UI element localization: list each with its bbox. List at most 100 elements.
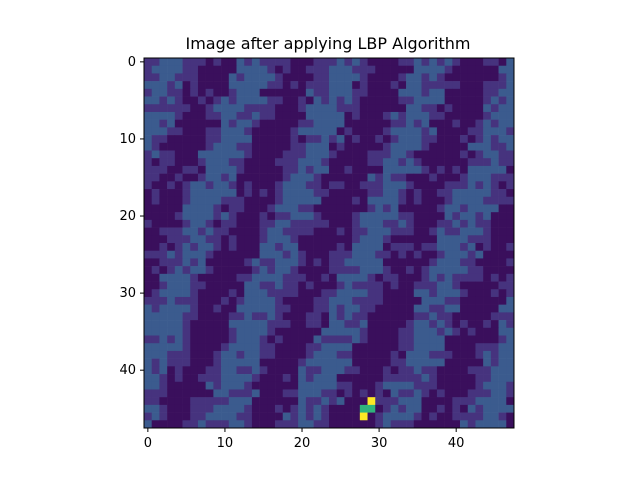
heatmap-cell <box>321 296 330 305</box>
heatmap-cell <box>282 96 291 105</box>
heatmap-cell <box>436 96 445 105</box>
heatmap-cell <box>467 173 476 182</box>
heatmap-cell <box>167 111 176 120</box>
heatmap-cell <box>344 65 353 74</box>
heatmap-cell <box>290 327 299 336</box>
heatmap-cell <box>444 289 453 298</box>
heatmap-cell <box>436 127 445 136</box>
heatmap-cell <box>375 73 384 82</box>
heatmap-cell <box>421 366 430 375</box>
heatmap-cell <box>329 266 338 275</box>
heatmap-cell <box>290 181 299 190</box>
heatmap-cell <box>282 266 291 275</box>
heatmap-cell <box>205 212 214 221</box>
heatmap-cell <box>382 227 391 236</box>
heatmap-cell <box>336 320 345 329</box>
heatmap-cell <box>475 412 484 421</box>
heatmap-cell <box>490 111 499 120</box>
heatmap-cell <box>228 142 237 151</box>
heatmap-cell <box>398 404 407 413</box>
heatmap-cell <box>167 135 176 144</box>
heatmap-cell <box>305 397 314 406</box>
heatmap-cell <box>197 88 206 97</box>
heatmap-cell <box>205 250 214 259</box>
heatmap-cell <box>382 358 391 367</box>
heatmap-cell <box>467 350 476 359</box>
heatmap-cell <box>375 296 384 305</box>
heatmap-cell <box>483 281 492 290</box>
heatmap-cell <box>221 119 230 128</box>
heatmap-cell <box>228 189 237 198</box>
heatmap-cell <box>174 135 183 144</box>
heatmap-cell <box>382 111 391 120</box>
heatmap-cell <box>421 165 430 174</box>
x-tick-label: 10 <box>217 436 234 451</box>
heatmap-cell <box>382 127 391 136</box>
heatmap-cell <box>290 165 299 174</box>
heatmap-cell <box>382 58 391 67</box>
heatmap-cell <box>452 127 461 136</box>
heatmap-cell <box>251 81 260 90</box>
heatmap-cell <box>275 73 284 82</box>
heatmap-cell <box>321 235 330 244</box>
heatmap-cell <box>251 219 260 228</box>
heatmap-cell <box>190 135 199 144</box>
heatmap-cell <box>382 335 391 344</box>
heatmap-cell <box>375 304 384 313</box>
heatmap-cell <box>267 389 276 398</box>
heatmap-cell <box>390 358 399 367</box>
heatmap-cell <box>390 219 399 228</box>
heatmap-cell <box>398 350 407 359</box>
heatmap-cell <box>282 204 291 213</box>
heatmap-cell <box>290 312 299 321</box>
heatmap-cell <box>506 150 515 159</box>
heatmap-cell <box>490 304 499 313</box>
heatmap-cell <box>305 304 314 313</box>
heatmap-cell <box>190 312 199 321</box>
heatmap-cell <box>359 189 368 198</box>
heatmap-cell <box>406 397 415 406</box>
heatmap-cell <box>406 127 415 136</box>
heatmap-cell <box>390 104 399 113</box>
heatmap-cell <box>275 65 284 74</box>
heatmap-cell <box>382 312 391 321</box>
heatmap-cell <box>398 296 407 305</box>
heatmap-cell <box>483 412 492 421</box>
heatmap-cell <box>298 104 307 113</box>
heatmap-cell <box>498 266 507 275</box>
heatmap-cell <box>344 381 353 390</box>
heatmap-cell <box>398 250 407 259</box>
heatmap-cell <box>182 181 191 190</box>
heatmap-cell <box>336 142 345 151</box>
heatmap-cell <box>182 111 191 120</box>
heatmap-cell <box>321 366 330 375</box>
heatmap-cell <box>413 65 422 74</box>
heatmap-cell <box>413 73 422 82</box>
heatmap-cell <box>506 304 515 313</box>
heatmap-cell <box>375 374 384 383</box>
heatmap-cell <box>213 358 222 367</box>
heatmap-cell <box>259 150 268 159</box>
heatmap-cell <box>275 389 284 398</box>
heatmap-cell <box>483 142 492 151</box>
heatmap-cell <box>506 73 515 82</box>
heatmap-cell <box>375 65 384 74</box>
heatmap-cell <box>167 119 176 128</box>
heatmap-cell <box>336 258 345 267</box>
heatmap-cell <box>444 281 453 290</box>
heatmap-cell <box>498 181 507 190</box>
heatmap-cell <box>290 88 299 97</box>
heatmap-cell <box>429 173 438 182</box>
heatmap-cell <box>359 304 368 313</box>
heatmap-cell <box>359 381 368 390</box>
heatmap-cell <box>452 366 461 375</box>
heatmap-cell <box>436 204 445 213</box>
heatmap-cell <box>467 227 476 236</box>
heatmap-cell <box>259 273 268 282</box>
heatmap-cell <box>359 266 368 275</box>
heatmap-cell <box>344 73 353 82</box>
heatmap-cell <box>359 412 368 421</box>
heatmap-cell <box>305 273 314 282</box>
heatmap-cell <box>259 335 268 344</box>
heatmap-cell <box>321 135 330 144</box>
